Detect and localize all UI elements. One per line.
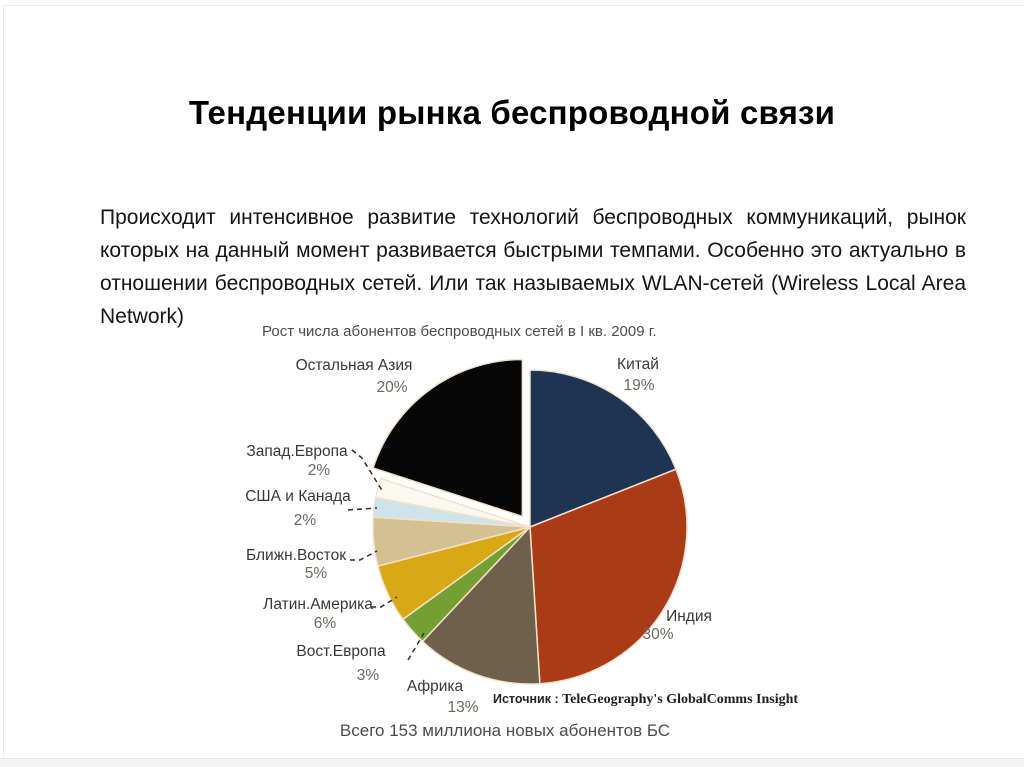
pie-chart	[347, 358, 688, 685]
pie-slices	[372, 358, 688, 685]
slice-label-middle-east: Ближн.Восток	[246, 547, 346, 564]
slice-pct-middle-east: 5%	[304, 565, 328, 582]
slice-pct-west-europe: 2%	[307, 462, 331, 479]
source-label: Источник :	[493, 692, 559, 706]
source-line: Источник : TeleGeography's GlobalComms I…	[493, 692, 798, 708]
leader-line-middle-east	[350, 550, 378, 561]
slide-title: Тенденции рынка беспроводной связи	[188, 94, 836, 132]
chart-region: Рост числа абонентов беспроводных сетей …	[240, 315, 840, 760]
pie-slice-7	[375, 477, 531, 528]
source-value: TeleGeography's GlobalComms Insight	[562, 692, 799, 707]
slice-label-africa: Африка	[406, 678, 464, 695]
body-paragraph: Происходит интенсивное развитие технолог…	[100, 206, 966, 328]
slice-label-east-europe: Вост.Европа	[296, 643, 386, 660]
slice-label-india: Индия	[666, 608, 712, 625]
chart-title: Рост числа абонентов беспроводных сетей …	[262, 323, 657, 340]
slice-pct-china: 19%	[623, 377, 655, 394]
leader-line-latin-america	[371, 596, 398, 608]
pie-slice-8	[372, 358, 524, 518]
slice-pct-india: 30%	[642, 626, 674, 643]
slice-label-west-europe: Запад.Европа	[246, 443, 348, 460]
bottom-strip	[0, 758, 1024, 767]
slice-label-china: Китай	[617, 356, 659, 373]
slice-pct-east-europe: 3%	[356, 667, 380, 684]
slice-pct-usa-canada: 2%	[293, 512, 317, 529]
pie-slice-2	[421, 526, 541, 685]
slice-pct-rest-of-asia: 20%	[376, 379, 408, 396]
pie-slice-0	[529, 369, 677, 528]
leader-line-west-europe	[351, 449, 384, 493]
leader-line-usa-canada	[347, 507, 378, 511]
slice-label-latin-america: Латин.Америка	[263, 596, 373, 613]
slice-pct-africa: 13%	[447, 699, 479, 716]
slice-label-usa-canada: США и Канада	[245, 488, 351, 505]
pie-slice-1	[529, 468, 688, 685]
slice-label-rest-of-asia: Остальная Азия	[295, 357, 413, 374]
slice-pct-latin-america: 6%	[313, 615, 337, 632]
chart-caption: Всего 153 миллиона новых абонентов БС	[339, 721, 671, 740]
leader-lines	[347, 449, 425, 661]
